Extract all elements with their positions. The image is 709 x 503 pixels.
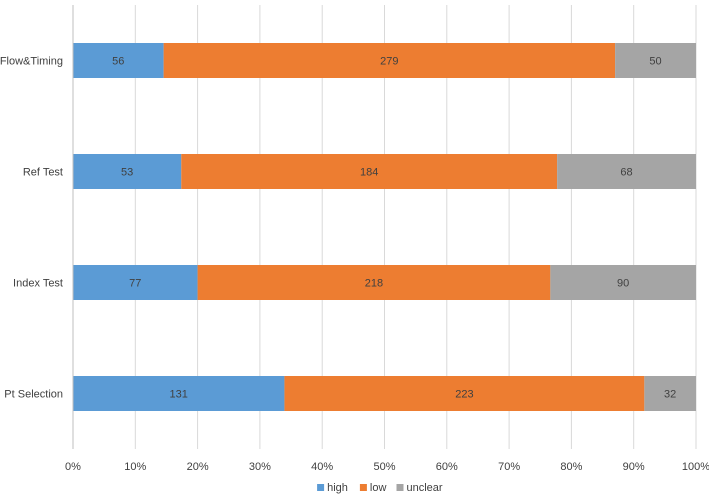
bar-segment-low (181, 154, 558, 189)
category-label: Flow&Timing (0, 56, 63, 68)
data-label: 56 (112, 56, 124, 68)
legend-label: low (370, 482, 387, 494)
legend: high low unclear (317, 482, 443, 494)
x-tick-label: 80% (560, 461, 582, 473)
gridlines (134, 5, 697, 449)
x-tick-label: 70% (498, 461, 520, 473)
data-label: 68 (620, 167, 632, 179)
data-label: 223 (455, 389, 473, 401)
x-tick-label: 90% (623, 461, 645, 473)
x-tick-label: 0% (65, 461, 81, 473)
category-label: Ref Test (23, 167, 63, 179)
bar-segment-high (73, 265, 198, 300)
bar-segment-unclear (615, 43, 696, 78)
x-tick-label: 100% (682, 461, 709, 473)
bar-segment-low (284, 376, 645, 411)
x-tick-label: 50% (373, 461, 395, 473)
legend-swatch-unclear (396, 484, 404, 491)
data-label: 218 (365, 278, 383, 290)
bar-segment-unclear (557, 154, 696, 189)
data-label: 184 (360, 167, 378, 179)
data-label: 90 (617, 278, 629, 290)
x-tick-label: 40% (311, 461, 333, 473)
axes: 0% 10% 20% 30% 40% 50% 60% 70% 80% 90% 100% Flow&Ti… (0, 5, 709, 473)
legend-swatch-low (359, 484, 367, 491)
x-tick-label: 60% (436, 461, 458, 473)
bar-segment-high (73, 376, 285, 411)
data-label: 32 (664, 389, 676, 401)
bars: 56 279 50 53 184 68 77 218 90 131 223 32 (73, 43, 696, 411)
data-label: 53 (121, 167, 133, 179)
x-tick-label: 20% (187, 461, 209, 473)
data-label: 131 (170, 389, 188, 401)
bar-segment-low (197, 265, 551, 300)
data-label: 77 (129, 278, 141, 290)
bar-segment-unclear (550, 265, 696, 300)
category-label: Index Test (13, 278, 63, 290)
legend-label: unclear (407, 482, 443, 494)
bar-segment-high (73, 154, 182, 189)
data-label: 279 (380, 56, 398, 68)
data-label: 50 (649, 56, 661, 68)
legend-swatch-high (317, 484, 325, 491)
bar-segment-high (73, 43, 164, 78)
x-tick-label: 30% (249, 461, 271, 473)
category-label: Pt Selection (4, 389, 63, 401)
bar-segment-low (163, 43, 616, 78)
x-tick-label: 10% (124, 461, 146, 473)
bar-segment-unclear (644, 376, 696, 411)
legend-label: high (327, 482, 348, 494)
